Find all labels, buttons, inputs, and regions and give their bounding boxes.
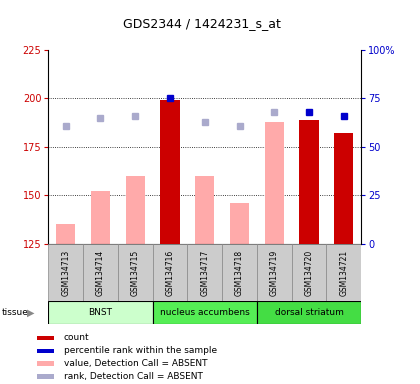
Text: GSM134716: GSM134716 bbox=[165, 250, 174, 296]
Bar bbox=[299, 120, 319, 244]
Bar bbox=[126, 176, 145, 244]
Text: count: count bbox=[64, 333, 89, 342]
Text: dorsal striatum: dorsal striatum bbox=[275, 308, 344, 318]
Bar bbox=[257, 301, 361, 324]
Text: GSM134721: GSM134721 bbox=[339, 250, 348, 296]
Bar bbox=[118, 244, 152, 301]
Text: ▶: ▶ bbox=[27, 308, 35, 318]
Bar bbox=[222, 244, 257, 301]
Text: GSM134718: GSM134718 bbox=[235, 250, 244, 296]
Text: GDS2344 / 1424231_s_at: GDS2344 / 1424231_s_at bbox=[123, 17, 281, 30]
Bar bbox=[37, 349, 54, 353]
Text: tissue: tissue bbox=[2, 308, 29, 318]
Bar bbox=[326, 244, 361, 301]
Bar bbox=[195, 176, 214, 244]
Bar bbox=[299, 120, 319, 244]
Bar bbox=[56, 224, 75, 244]
Bar bbox=[48, 244, 83, 301]
Bar bbox=[37, 361, 54, 366]
Bar bbox=[187, 244, 222, 301]
Text: BNST: BNST bbox=[89, 308, 113, 318]
Text: percentile rank within the sample: percentile rank within the sample bbox=[64, 346, 217, 355]
Text: GSM134720: GSM134720 bbox=[304, 250, 314, 296]
Bar bbox=[37, 336, 54, 340]
Text: GSM134713: GSM134713 bbox=[61, 250, 70, 296]
Bar bbox=[230, 203, 249, 244]
Text: GSM134714: GSM134714 bbox=[96, 250, 105, 296]
Text: rank, Detection Call = ABSENT: rank, Detection Call = ABSENT bbox=[64, 372, 203, 381]
Bar bbox=[37, 374, 54, 379]
Bar bbox=[291, 244, 326, 301]
Bar bbox=[334, 133, 353, 244]
Text: GSM134717: GSM134717 bbox=[200, 250, 209, 296]
Bar bbox=[152, 244, 187, 301]
Bar bbox=[152, 301, 257, 324]
Text: GSM134719: GSM134719 bbox=[270, 250, 279, 296]
Bar bbox=[48, 301, 152, 324]
Bar bbox=[91, 192, 110, 244]
Bar bbox=[334, 133, 353, 244]
Text: GSM134715: GSM134715 bbox=[131, 250, 140, 296]
Text: value, Detection Call = ABSENT: value, Detection Call = ABSENT bbox=[64, 359, 207, 368]
Bar bbox=[257, 244, 291, 301]
Bar bbox=[160, 100, 179, 244]
Bar bbox=[265, 122, 284, 244]
Text: nucleus accumbens: nucleus accumbens bbox=[160, 308, 249, 318]
Bar bbox=[160, 100, 179, 244]
Bar bbox=[83, 244, 118, 301]
